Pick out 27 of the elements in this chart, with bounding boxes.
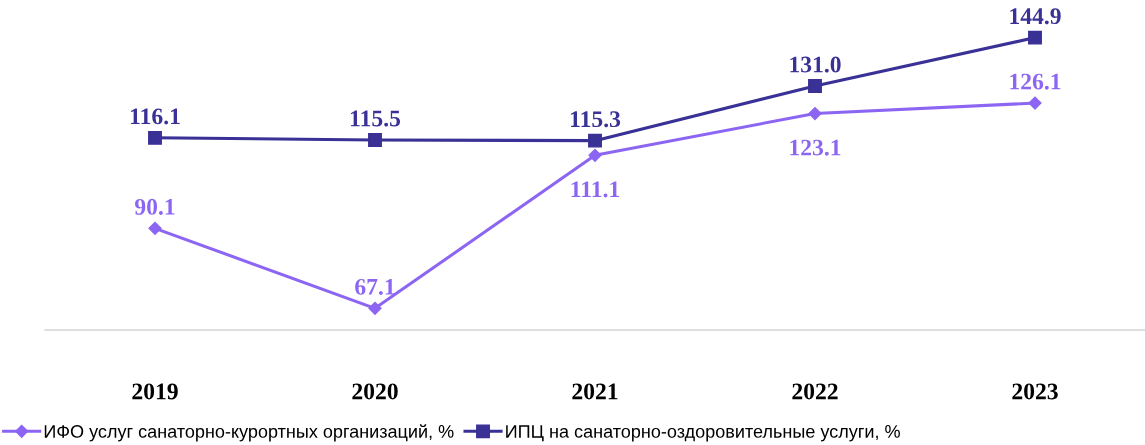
data-label: 90.1 bbox=[134, 198, 175, 215]
point bbox=[148, 130, 162, 145]
point bbox=[588, 148, 602, 162]
data-label: 144.9 bbox=[1010, 8, 1061, 25]
legend-label: ИФО услуг санаторно-курортных организаций, % bbox=[44, 424, 454, 442]
legend-label: ИПЦ на санаторно-оздоровительные услуги, % bbox=[506, 425, 900, 442]
data-label: 115.3 bbox=[570, 111, 621, 128]
x-tick-label: 2023 bbox=[1012, 383, 1058, 400]
data-label: 131.0 bbox=[790, 56, 841, 73]
point bbox=[1028, 96, 1042, 110]
data-label: 116.1 bbox=[130, 108, 180, 125]
point bbox=[588, 133, 602, 148]
point bbox=[808, 106, 822, 121]
point bbox=[368, 301, 382, 315]
point bbox=[148, 221, 162, 235]
data-label: 111.1 bbox=[571, 181, 620, 198]
data-label: 67.1 bbox=[355, 278, 395, 295]
data-label: 123.1 bbox=[790, 139, 841, 156]
x-tick-label: 2022 bbox=[792, 383, 838, 400]
point bbox=[368, 133, 382, 147]
x-tick-label: 2020 bbox=[352, 383, 398, 400]
data-label: 115.5 bbox=[350, 110, 401, 127]
point bbox=[808, 79, 822, 93]
point bbox=[1028, 30, 1042, 45]
x-tick-label: 2021 bbox=[572, 383, 618, 400]
data-label: 126.1 bbox=[1010, 73, 1061, 90]
x-tick-label: 2019 bbox=[132, 383, 178, 400]
